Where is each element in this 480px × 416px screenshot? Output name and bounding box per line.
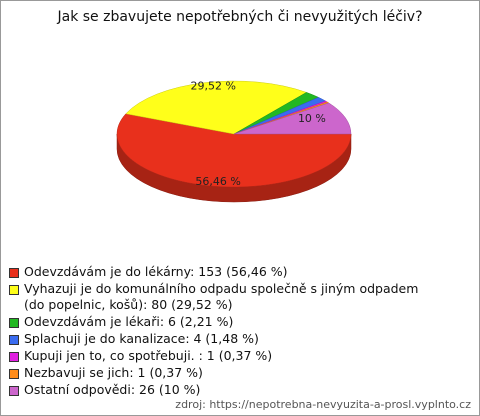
legend-item: Vyhazuji je do komunálního odpadu společ… xyxy=(9,281,419,313)
legend-label: Kupuji jen to, co spotřebuji. : 1 (0,37 … xyxy=(24,348,273,363)
legend-item: Kupuji jen to, co spotřebuji. : 1 (0,37 … xyxy=(9,348,419,364)
slice xyxy=(125,80,308,135)
legend-swatch xyxy=(9,285,19,295)
legend-label: Odevzdávám je lékaři: 6 (2,21 %) xyxy=(24,314,234,329)
chart-title: Jak se zbavujete nepotřebných či nevyuži… xyxy=(57,9,423,25)
legend-item: Splachuji je do kanalizace: 4 (1,48 %) xyxy=(9,331,419,347)
legend-swatch xyxy=(9,369,19,379)
legend-swatch xyxy=(9,386,19,396)
data-label: 10 % xyxy=(298,112,326,125)
legend-swatch xyxy=(9,352,19,362)
legend: Odevzdávám je do lékárny: 153 (56,46 %) V… xyxy=(9,264,419,399)
legend-label: Odevzdávám je do lékárny: 153 (56,46 %) xyxy=(24,264,288,279)
legend-swatch xyxy=(9,318,19,328)
legend-item: Odevzdávám je do lékárny: 153 (56,46 %) xyxy=(9,264,419,280)
legend-swatch xyxy=(9,268,19,278)
data-label: 29,52 % xyxy=(191,79,236,92)
slice xyxy=(233,102,352,135)
legend-item: Nezbavuji se jich: 1 (0,37 %) xyxy=(9,365,419,381)
legend-swatch xyxy=(9,335,19,345)
legend-label: Vyhazuji je do komunálního odpadu společ… xyxy=(24,281,419,312)
legend-label: Splachuji je do kanalizace: 4 (1,48 %) xyxy=(24,331,259,346)
legend-item: Odevzdávám je lékaři: 6 (2,21 %) xyxy=(9,314,419,330)
legend-label: Nezbavuji se jich: 1 (0,37 %) xyxy=(24,365,203,380)
legend-label: Ostatní odpovědi: 26 (10 %) xyxy=(24,382,201,397)
slice xyxy=(116,113,352,188)
source: zdroj: https://nepotrebna-nevyuzita-a-pr… xyxy=(175,398,471,411)
legend-item: Ostatní odpovědi: 26 (10 %) xyxy=(9,382,419,398)
pie-area: 56,46 % 29,52 % 10 % xyxy=(116,79,352,203)
data-label: 56,46 % xyxy=(195,175,240,188)
